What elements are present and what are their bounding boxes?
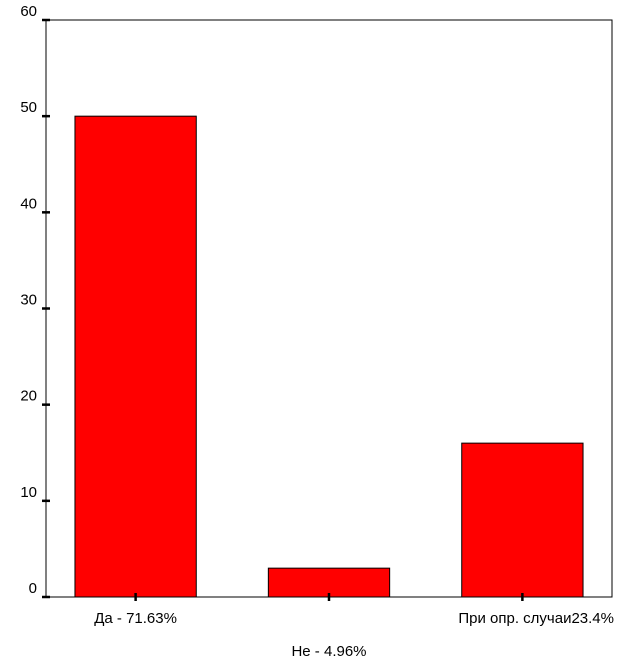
bar-3 [461, 442, 584, 598]
bars [74, 115, 584, 598]
y-tick-label: 50 [20, 99, 37, 116]
y-tick-label: 30 [20, 292, 37, 309]
bar-1 [74, 115, 197, 598]
y-tick-label: 10 [20, 484, 37, 501]
y-axis: 0 10 20 30 40 50 60 [20, 3, 50, 599]
y-tick-label: 20 [20, 388, 37, 405]
x-axis: Да - 71.63% Не - 4.96% При опр. случаи23.4… [94, 593, 614, 660]
x-category-label: Не - 4.96% [291, 643, 366, 660]
x-category-label: Да - 71.63% [94, 610, 177, 627]
x-category-label: При опр. случаи23.4% [458, 610, 614, 627]
y-tick-label: 0 [29, 580, 37, 597]
bar-2 [267, 567, 391, 598]
y-tick-label: 40 [20, 195, 37, 212]
y-tick-label: 60 [20, 3, 37, 20]
